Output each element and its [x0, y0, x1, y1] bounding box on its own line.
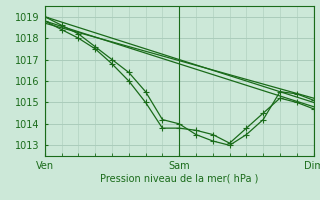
- X-axis label: Pression niveau de la mer( hPa ): Pression niveau de la mer( hPa ): [100, 174, 258, 184]
